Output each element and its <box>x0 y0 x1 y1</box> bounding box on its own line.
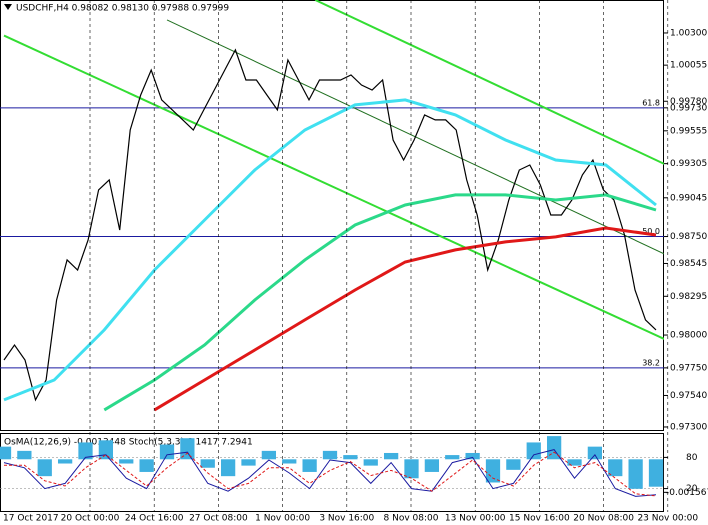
y-tick-label: 0.99780 <box>670 97 707 107</box>
y-tick-label: 0.98295 <box>670 292 707 302</box>
osma-bar <box>17 450 32 460</box>
x-tick-label: 15 Nov 16:00 <box>509 514 570 524</box>
osma-bar <box>0 446 12 460</box>
fibo-level-label: 38.2 <box>642 358 660 367</box>
price-series <box>3 98 657 402</box>
chart-title: USDCHF,H4 0.98082 0.98130 0.97988 0.9799… <box>16 4 229 14</box>
x-tick-label: 13 Nov 00:00 <box>445 514 506 524</box>
osma-bar <box>302 459 317 472</box>
x-tick-label: 1 Nov 00:00 <box>255 514 310 524</box>
osma-bar <box>404 459 419 479</box>
osma-bar <box>282 459 297 464</box>
osma-bar <box>363 459 378 466</box>
osma-bar <box>506 459 521 470</box>
osma-bar <box>322 450 338 460</box>
oscillator-title: OsMA(12,26,9) -0.0013448 Stoch(5,3,3) 6.… <box>4 438 253 448</box>
y-tick-label: 0.97540 <box>670 391 707 401</box>
fibo-level-label: 61.8 <box>642 98 660 107</box>
y-tick-label: 0.97300 <box>670 422 707 432</box>
y-tick-label: 0.98750 <box>670 232 707 242</box>
y-tick-label: 0.99730 <box>670 103 707 113</box>
osma-bar <box>78 442 93 460</box>
osma-bar <box>119 459 134 464</box>
y-tick-label: 0.98000 <box>670 331 707 341</box>
osma-bar <box>526 442 541 460</box>
stoch-line <box>4 451 657 497</box>
price-plot: 61.8 50.0 38.2 <box>0 0 664 412</box>
price-series <box>3 48 657 402</box>
osma-bar <box>37 459 52 477</box>
price-series <box>153 226 657 412</box>
osma-bar <box>220 459 236 477</box>
price-frame <box>0 0 664 431</box>
y-tick-label: 20 <box>686 484 698 494</box>
osma-bar <box>261 450 277 460</box>
x-tick-label: 3 Nov 16:00 <box>319 514 374 524</box>
osma-bar <box>648 459 664 487</box>
y-tick-label: 1.00300 <box>670 28 707 38</box>
osma-bar <box>608 459 623 477</box>
osma-bar <box>57 459 73 464</box>
osma-bar <box>567 459 582 466</box>
osma-bar <box>343 455 358 460</box>
fibo-level-label: 50.0 <box>642 227 660 236</box>
x-tick-label: 8 Nov 08:00 <box>384 514 439 524</box>
x-tick-label: 23 Nov 00:00 <box>637 514 698 524</box>
y-tick-label: 80 <box>686 453 698 463</box>
y-tick-label: 0.99305 <box>670 159 707 169</box>
x-tick-label: 20 Nov 08:00 <box>573 514 634 524</box>
x-tick-label: 27 Oct 08:00 <box>189 514 248 524</box>
osma-bar <box>98 440 114 460</box>
y-tick-label: 0.99555 <box>670 126 707 136</box>
osma-bar <box>424 459 440 472</box>
y-tick-label: 0.99045 <box>670 193 707 203</box>
y-tick-label: 1.00055 <box>670 61 707 71</box>
symbol-icon <box>4 4 12 10</box>
osma-bar <box>485 459 501 483</box>
osma-bar <box>180 438 195 460</box>
osma-bar <box>159 444 175 460</box>
osma-bar <box>546 436 562 460</box>
osma-bar <box>587 446 603 460</box>
x-tick-label: 24 Oct 16:00 <box>125 514 184 524</box>
y-tick-label: -0.001567 <box>666 488 708 498</box>
y-tick-label: 0.98545 <box>670 259 707 269</box>
trend-line <box>3 34 664 341</box>
trend-line <box>314 0 664 165</box>
osma-bar <box>200 459 215 468</box>
trend-line <box>166 19 664 255</box>
osma-bar <box>445 455 460 460</box>
osma-bar <box>241 459 256 466</box>
oscillator-plot <box>0 436 664 497</box>
osma-bar <box>628 459 643 489</box>
osma-bar <box>383 452 399 460</box>
osma-bar <box>139 459 154 472</box>
y-tick-label: 0.97750 <box>670 363 707 373</box>
osma-bar <box>465 452 480 460</box>
price-series <box>103 193 657 412</box>
x-tick-label: 20 Oct 00:00 <box>61 514 120 524</box>
stoch-line <box>3 449 657 497</box>
x-tick-label: 17 Oct 2017 <box>3 514 59 524</box>
